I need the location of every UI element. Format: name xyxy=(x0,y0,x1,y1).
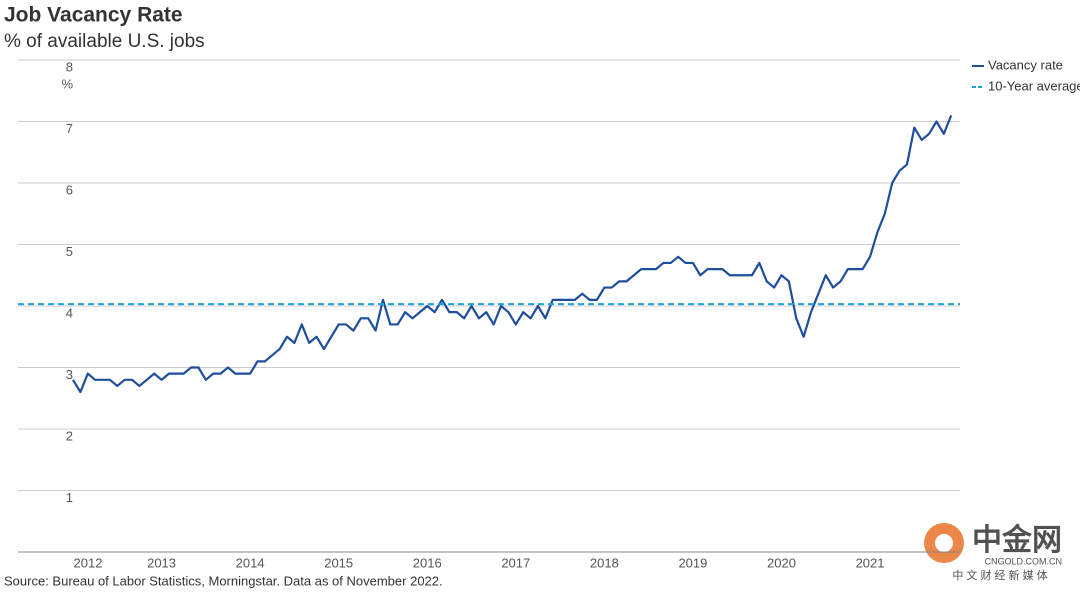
watermark: 中金网 CNGOLD.COM.CN 中 文 财 经 新 媒 体 xyxy=(924,523,1062,582)
watermark-tagline: 中 文 财 经 新 媒 体 xyxy=(952,568,1047,582)
x-tick-label: 2020 xyxy=(767,555,796,570)
x-tick-label: 2018 xyxy=(590,555,619,570)
legend-label: Vacancy rate xyxy=(988,57,1063,72)
x-tick-label: 2019 xyxy=(678,555,707,570)
watermark-site: CNGOLD.COM.CN xyxy=(984,556,1062,566)
y-tick-label: 4 xyxy=(66,305,73,320)
x-tick-label: 2016 xyxy=(413,555,442,570)
source-note: Source: Bureau of Labor Statistics, Morn… xyxy=(4,573,443,588)
chart-subtitle: % of available U.S. jobs xyxy=(4,31,205,52)
watermark-logo: 中金网 xyxy=(972,523,1062,557)
x-tick-label: 2015 xyxy=(324,555,353,570)
x-tick-label: 2012 xyxy=(74,555,103,570)
y-tick-label: 2 xyxy=(66,428,73,443)
y-tick-label: 5 xyxy=(66,244,73,259)
y-tick-label: 6 xyxy=(66,182,73,197)
y-unit: % xyxy=(61,76,73,91)
x-tick-label: 2014 xyxy=(236,555,265,570)
y-tick-label: 8 xyxy=(66,59,73,74)
y-tick-label: 7 xyxy=(66,121,73,136)
x-tick-label: 2013 xyxy=(147,555,176,570)
chart-title: Job Vacancy Rate xyxy=(4,4,183,27)
y-tick-label: 1 xyxy=(66,490,73,505)
x-tick-label: 2021 xyxy=(856,555,885,570)
watermark-icon xyxy=(935,534,953,552)
data-line xyxy=(72,114,953,394)
legend-label: 10-Year average xyxy=(988,78,1080,93)
x-tick-label: 2017 xyxy=(501,555,530,570)
y-tick-label: 3 xyxy=(66,367,73,382)
